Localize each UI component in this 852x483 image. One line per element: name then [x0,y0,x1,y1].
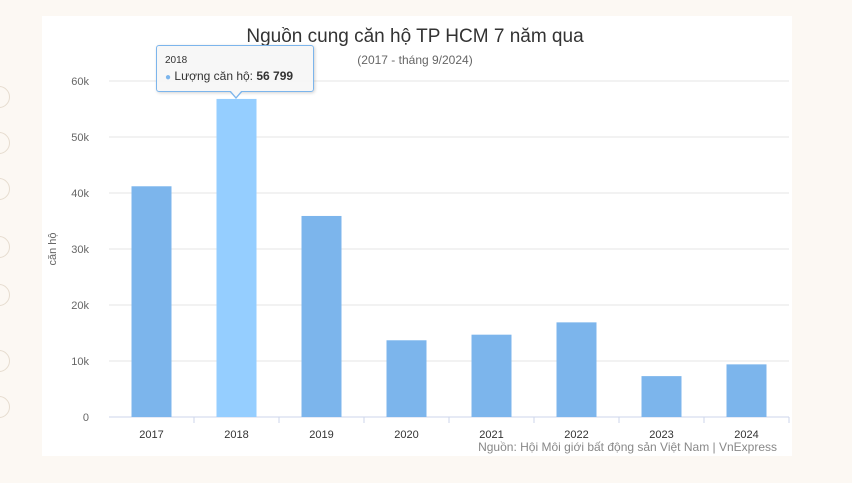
y-tick-label: 30k [71,244,89,256]
chart-title: Nguồn cung căn hộ TP HCM 7 năm qua [246,26,584,47]
bar-2020 [386,340,427,417]
chart-tooltip: 2018 ● Lượng căn hộ: 56 799 [156,45,314,92]
tooltip-value: 56 799 [256,69,294,83]
tooltip-category: 2018 [165,55,188,66]
chart-subtitle: (2017 - tháng 9/2024) [357,53,472,67]
tooltip-series-label: Lượng căn hộ: [174,69,254,83]
x-tick-label: 2021 [479,429,503,441]
bar-2018 [216,98,257,417]
y-tick-label: 50k [71,132,89,144]
bar-2021 [471,334,512,417]
x-tick-label: 2020 [394,429,418,441]
x-tick-label: 2023 [649,429,673,441]
series-dot-icon: ● [165,72,172,83]
x-tick-label: 2024 [734,429,758,441]
y-tick-label: 60k [71,76,89,88]
x-tick-label: 2019 [309,429,333,441]
x-tick-label: 2018 [224,429,248,441]
y-axis-title: căn hộ [47,232,59,265]
x-tick-label: 2017 [139,429,163,441]
x-tick-label: 2022 [564,429,588,441]
y-tick-label: 20k [71,300,89,312]
bar-2023 [641,376,682,417]
bar-2019 [301,215,342,417]
y-tick-label: 0 [83,412,89,424]
chart-credits: Nguồn: Hội Môi giới bất động sản Việt Na… [478,440,777,454]
tooltip-pointer-fill [230,90,242,97]
bar-2024 [726,364,767,417]
bar-2017 [131,186,172,417]
bar-2022 [556,322,597,417]
y-tick-label: 40k [71,188,89,200]
y-tick-label: 10k [71,356,89,368]
